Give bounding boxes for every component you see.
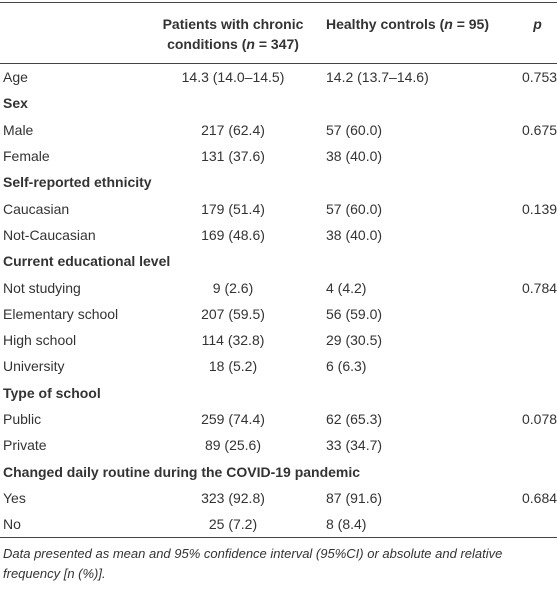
section-label: Type of school [3, 384, 101, 401]
cell: 169 (48.6) [201, 226, 265, 243]
cell: 0.139 [522, 200, 557, 217]
table-row: Yes 323 (92.8) 87 (91.6) 0.684 [0, 485, 557, 511]
header-cell [0, 2, 140, 64]
table-row: No 25 (7.2) 8 (8.4) [0, 511, 557, 539]
header-text: Patients with chronic conditions ( [162, 16, 304, 52]
cell [522, 301, 557, 327]
cell: Male [3, 121, 34, 138]
cell: 33 (34.7) [326, 437, 383, 454]
cell: 114 (32.8) [201, 332, 265, 349]
table-row: Changed daily routine during the COVID-1… [0, 458, 557, 484]
data-table: Patients with chronic conditions (n = 34… [0, 2, 557, 539]
table-row: University 18 (5.2) 6 (6.3) [0, 353, 557, 379]
section-label: Sex [3, 95, 28, 112]
table-row: Public 259 (74.4) 62 (65.3) 0.078 [0, 406, 557, 432]
column-header: p [522, 2, 557, 64]
cell: 131 (37.6) [201, 148, 265, 165]
header-text: p [533, 16, 542, 32]
cell: 25 (7.2) [140, 511, 326, 539]
cell: Not-Caucasian [3, 226, 96, 243]
cell: Female [3, 148, 50, 165]
table-body: Age 14.3 (14.0–14.5) 14.2 (13.7–14.6) 0.753… [0, 64, 557, 539]
cell: No [0, 511, 140, 539]
cell: 0.753 [522, 69, 557, 86]
header-row: Patients with chronic conditions (n = 34… [0, 2, 557, 64]
table-row: Sex [0, 90, 557, 116]
cell: 0.684 [522, 489, 557, 506]
table-row: High school 114 (32.8) 29 (30.5) [0, 327, 557, 353]
cell: Yes [3, 489, 26, 506]
cell: 57 (60.0) [326, 200, 383, 217]
section-label: Current educational level [3, 253, 171, 270]
cell: 57 (60.0) [326, 121, 383, 138]
column-header: Patients with chronic conditions (n = 34… [140, 2, 326, 64]
header-text: = 95) [452, 16, 490, 32]
cell: 9 (2.6) [212, 279, 254, 296]
cell [522, 143, 557, 169]
cell: 38 (40.0) [326, 226, 383, 243]
table-row: Age 14.3 (14.0–14.5) 14.2 (13.7–14.6) 0.753 [0, 64, 557, 91]
cell [522, 222, 557, 248]
footnote: Data presented as mean and 95% confidenc… [3, 546, 503, 582]
table-row: Caucasian 179 (51.4) 57 (60.0) 0.139 [0, 195, 557, 221]
cell: 89 (25.6) [204, 437, 262, 454]
table-row: Self-reported ethnicity [0, 169, 557, 195]
table-row: Current educational level [0, 248, 557, 274]
cell: 56 (59.0) [326, 305, 383, 322]
header-text: n [444, 16, 453, 32]
cell: Caucasian [3, 200, 70, 217]
cell: 0.784 [522, 279, 557, 296]
header-text: = 347) [254, 36, 299, 52]
cell: Not studying [3, 279, 81, 296]
cell: Age [3, 69, 28, 86]
cell: 4 (4.2) [326, 279, 367, 296]
cell: 29 (30.5) [326, 332, 383, 349]
cell: 259 (74.4) [201, 411, 265, 427]
table-row: Male 217 (62.4) 57 (60.0) 0.675 [0, 117, 557, 143]
cell: 14.2 (13.7–14.6) [326, 69, 429, 86]
header-text: n [246, 36, 255, 52]
cell [522, 353, 557, 379]
cell: 179 (51.4) [201, 200, 265, 217]
cell [522, 327, 557, 353]
table-row: Private 89 (25.6) 33 (34.7) [0, 432, 557, 458]
cell: 6 (6.3) [326, 358, 367, 375]
cell [522, 511, 557, 539]
cell: 8 (8.4) [326, 511, 522, 539]
table-row: Type of school [0, 380, 557, 406]
cell: 0.078 [522, 411, 557, 427]
cell: Public [3, 411, 42, 427]
table-row: Female 131 (37.6) 38 (40.0) [0, 143, 557, 169]
cell: High school [3, 332, 77, 349]
cell: 207 (59.5) [201, 305, 265, 322]
cell: Private [3, 437, 47, 454]
table-row: Elementary school 207 (59.5) 56 (59.0) [0, 301, 557, 327]
cell: Elementary school [3, 305, 119, 322]
table-row: Not-Caucasian 169 (48.6) 38 (40.0) [0, 222, 557, 248]
cell: 0.675 [522, 121, 557, 138]
cell [522, 432, 557, 458]
cell: 217 (62.4) [201, 121, 265, 138]
section-label: Changed daily routine during the COVID-1… [3, 463, 361, 480]
cell: University [3, 358, 65, 375]
cell: 87 (91.6) [326, 489, 383, 506]
column-header: Healthy controls (n = 95) [326, 2, 522, 64]
cell: 14.3 (14.0–14.5) [181, 69, 285, 86]
cell: 18 (5.2) [208, 358, 258, 375]
section-label: Self-reported ethnicity [3, 174, 152, 191]
table-row: Not studying 9 (2.6) 4 (4.2) 0.784 [0, 274, 557, 300]
cell: 62 (65.3) [326, 411, 383, 427]
header-text: Healthy controls ( [326, 16, 445, 32]
cell: 38 (40.0) [326, 148, 383, 165]
cell: 323 (92.8) [201, 489, 265, 506]
